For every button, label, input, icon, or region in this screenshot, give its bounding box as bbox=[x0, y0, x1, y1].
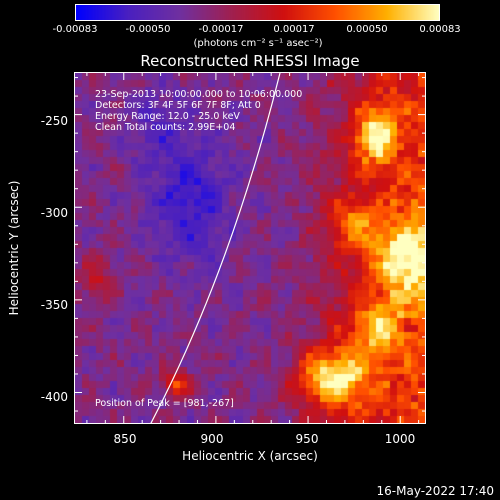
colorbar-tick: 0.00017 bbox=[273, 24, 315, 35]
info-energy-range: Energy Range: 12.0 - 25.0 keV bbox=[95, 111, 240, 122]
y-axis-label: Heliocentric Y (arcsec) bbox=[7, 180, 21, 316]
x-tick-label: 1000 bbox=[384, 432, 416, 446]
y-tick-label: -350 bbox=[40, 298, 68, 312]
x-tick-label: 850 bbox=[113, 432, 137, 446]
y-tick-label: -250 bbox=[40, 114, 68, 128]
peak-position-label: Position of Peak = [981,-267] bbox=[95, 398, 234, 409]
y-tick-label: -400 bbox=[40, 390, 68, 404]
info-clean-counts: Clean Total counts: 2.99E+04 bbox=[95, 122, 236, 133]
x-tick-label: 900 bbox=[200, 432, 224, 446]
colorbar-unit-label: (photons cm⁻² s⁻¹ asec⁻²) bbox=[193, 38, 323, 49]
x-axis-label: Heliocentric X (arcsec) bbox=[182, 449, 318, 463]
x-tick-label: 950 bbox=[295, 432, 319, 446]
info-detectors: Detectors: 3F 4F 5F 6F 7F 8F; Att 0 bbox=[95, 100, 261, 111]
colorbar bbox=[75, 4, 440, 21]
colorbar-tick: 0.00083 bbox=[419, 24, 461, 35]
colorbar-tick: -0.00017 bbox=[198, 24, 244, 35]
colorbar-tick: -0.00050 bbox=[125, 24, 171, 35]
colorbar-tick: 0.00050 bbox=[346, 24, 388, 35]
plot-area: 23-Sep-2013 10:00:00.000 to 10:06:00.000… bbox=[74, 72, 426, 424]
colorbar-tick: -0.00083 bbox=[52, 24, 98, 35]
y-tick-label: -300 bbox=[40, 206, 68, 220]
datestamp: 16-May-2022 17:40 bbox=[376, 484, 494, 498]
plot-title: Reconstructed RHESSI Image bbox=[140, 52, 360, 70]
info-time-range: 23-Sep-2013 10:00:00.000 to 10:06:00.000 bbox=[95, 89, 303, 100]
